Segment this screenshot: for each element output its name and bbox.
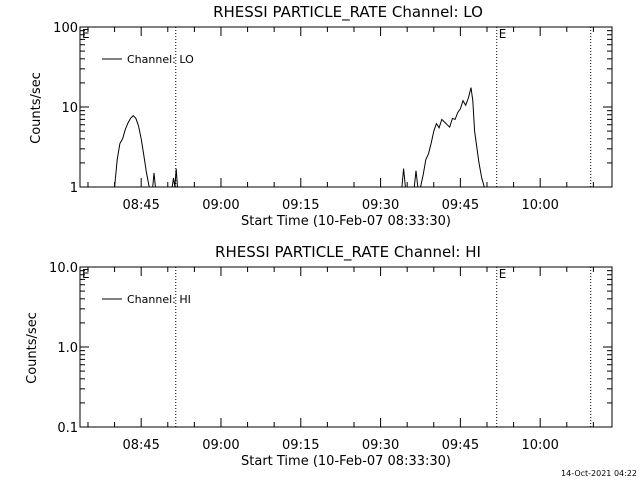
series-lo [114,87,485,188]
series-line-segment [114,114,150,188]
y-axis-label-hi: Counts/sec [25,312,40,384]
x-tick-label: 09:45 [442,198,479,213]
marker-label-hi: E [499,267,507,281]
y-axis-label-lo: Counts/sec [29,72,44,144]
series-line-segment [401,168,406,188]
y-tick-label: 10.0 [49,261,78,276]
legend-label-hi: Channel: HI [127,293,191,306]
edge-label-hi: E [82,267,90,281]
x-tick-label: 09:15 [282,198,319,213]
y-ticks-hi: 0.1 1.0 10.0 [49,261,612,436]
series-line-segment [171,168,178,188]
x-tick-label: 09:00 [202,438,239,453]
legend-label-lo: Channel: LO [127,53,194,66]
x-tick-label: 09:30 [362,438,399,453]
x-tick-label: 10:00 [521,438,558,453]
x-axis-label-hi: Start Time (10-Feb-07 08:33:30) [241,454,451,469]
panel-hi: RHESSI PARTICLE_RATE Channel: HI 0.1 1.0 1… [25,243,613,469]
series-line-segment [152,172,156,188]
y-tick-label: 1 [70,181,78,196]
marker-label-lo: E [499,27,507,41]
x-tick-label: 09:45 [442,438,479,453]
y-tick-label: 10 [61,101,78,116]
y-ticks-lo: 1 10 100 [53,21,612,196]
y-tick-label: 100 [53,21,78,36]
x-tick-label: 08:45 [122,198,159,213]
x-axis-label-lo: Start Time (10-Feb-07 08:33:30) [241,214,451,229]
x-tick-label: 10:00 [521,198,558,213]
panel-lo: RHESSI PARTICLE_RATE Channel: LO 110100 … [29,3,613,229]
chart-title-hi: RHESSI PARTICLE_RATE Channel: HI [215,243,481,262]
x-tick-label: 09:00 [202,198,239,213]
x-tick-label: 09:30 [362,198,399,213]
series-line-segment [413,170,419,188]
x-ticks-hi: 08:45 09:00 09:15 09:30 09:45 10:00 [87,267,594,453]
y-tick-label: 0.1 [57,421,78,436]
y-tick-label: 1.0 [57,341,78,356]
x-ticks-lo: 08:45 09:00 09:15 09:30 09:45 10:00 [87,27,594,213]
x-tick-label: 09:15 [282,438,319,453]
edge-label-lo: E [82,27,90,41]
series-line-segment [420,87,485,188]
footer-timestamp: 14-Oct-2021 04:22 [561,469,637,478]
x-tick-label: 08:45 [122,438,159,453]
chart-title-lo: RHESSI PARTICLE_RATE Channel: LO [213,3,483,22]
